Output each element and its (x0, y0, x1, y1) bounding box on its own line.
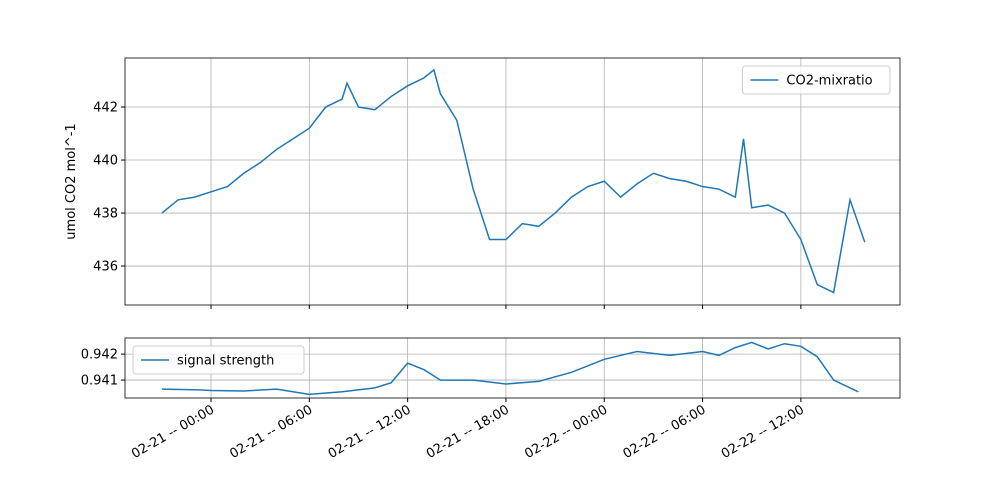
y-tick-label: 442 (93, 101, 118, 116)
x-tick-label: 02-21 -- 06:00 (227, 402, 315, 461)
y-tick-label: 436 (93, 260, 118, 275)
y-axis-label: umol CO2 mol^-1 (64, 123, 79, 239)
data-line (161, 341, 859, 396)
x-tick-label: 02-22 -- 00:00 (522, 402, 610, 461)
x-tick-label: 02-21 -- 18:00 (424, 402, 512, 461)
x-tick-label: 02-21 -- 00:00 (129, 402, 217, 461)
x-tick-label: 02-22 -- 06:00 (621, 402, 709, 461)
legend-label: signal strength (177, 354, 274, 369)
axes-frame (124, 337, 901, 399)
x-tick-label: 02-21 -- 12:00 (326, 402, 414, 461)
legend-box (132, 345, 305, 375)
x-tick-label: 02-22 -- 12:00 (719, 402, 807, 461)
y-tick-label: 440 (93, 154, 118, 169)
y-tick-label: 0.941 (81, 374, 118, 389)
axes-frame (124, 57, 901, 306)
legend-box (741, 65, 891, 95)
y-tick-label: 0.942 (81, 348, 118, 363)
data-line (161, 68, 866, 294)
y-tick-label: 438 (93, 207, 118, 222)
legend-label: CO2-mixratio (786, 74, 872, 89)
